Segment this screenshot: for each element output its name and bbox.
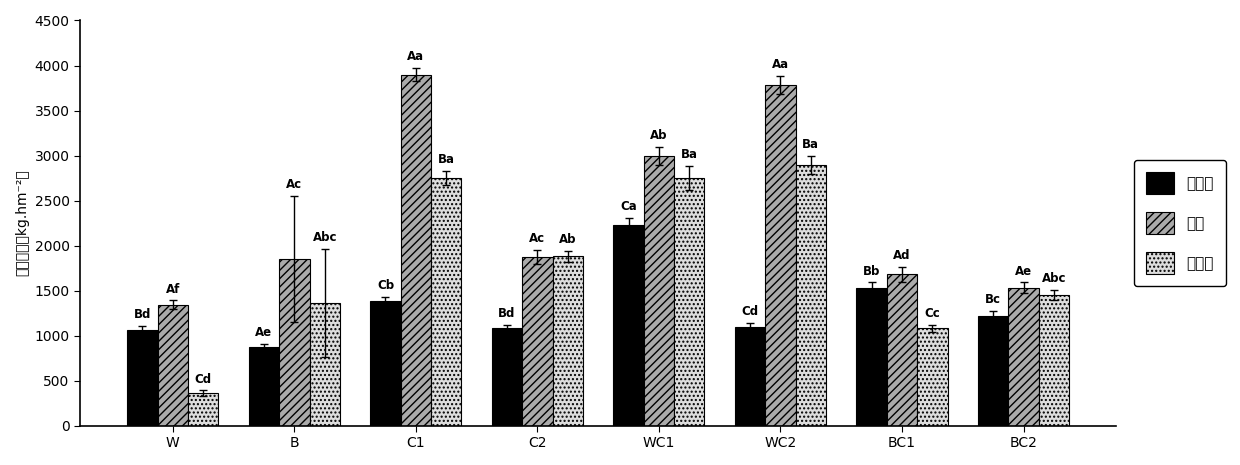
Bar — [157, 305, 188, 425]
Bar — [887, 274, 918, 425]
Text: Ab: Ab — [650, 129, 667, 141]
Bar — [279, 259, 310, 425]
Bar — [978, 316, 1008, 425]
Text: Bd: Bd — [498, 307, 516, 320]
Bar — [553, 256, 583, 425]
Text: Ba: Ba — [681, 148, 698, 161]
Text: Ba: Ba — [802, 138, 820, 151]
Text: Abc: Abc — [312, 231, 337, 244]
Text: Ba: Ba — [438, 153, 455, 166]
Bar — [644, 155, 675, 425]
Bar — [310, 303, 340, 425]
Text: Bb: Bb — [863, 265, 880, 278]
Bar — [249, 347, 279, 425]
Bar — [432, 178, 461, 425]
Text: Cc: Cc — [925, 307, 940, 320]
Bar — [765, 85, 796, 425]
Text: Af: Af — [166, 283, 180, 295]
Text: Ac: Ac — [286, 178, 303, 191]
Bar — [522, 257, 553, 425]
Bar — [675, 178, 704, 425]
Bar — [735, 326, 765, 425]
Text: Aa: Aa — [771, 59, 789, 71]
Text: Ab: Ab — [559, 233, 577, 246]
Text: Ae: Ae — [255, 326, 273, 339]
Bar — [188, 393, 218, 425]
Y-axis label: 干草产量（kg.hm⁻²）: 干草产量（kg.hm⁻²） — [15, 170, 29, 276]
Text: Ae: Ae — [1016, 265, 1032, 278]
Bar — [1008, 288, 1039, 425]
Bar — [796, 165, 826, 425]
Bar — [371, 301, 401, 425]
Text: Ad: Ad — [893, 249, 910, 262]
Bar — [1039, 295, 1069, 425]
Bar — [614, 225, 644, 425]
Text: Abc: Abc — [1042, 272, 1066, 285]
Bar — [918, 328, 947, 425]
Text: Cb: Cb — [377, 279, 394, 292]
Text: Cd: Cd — [195, 372, 212, 385]
Bar — [401, 74, 432, 425]
Text: Ca: Ca — [620, 199, 637, 213]
Text: Aa: Aa — [407, 50, 424, 63]
Text: Ac: Ac — [529, 232, 546, 245]
Bar — [492, 328, 522, 425]
Bar — [857, 288, 887, 425]
Text: Cd: Cd — [742, 305, 759, 318]
Text: Bd: Bd — [134, 308, 151, 321]
Legend: 不施肥, 菌肥, 水溶肥: 不施肥, 菌肥, 水溶肥 — [1135, 160, 1226, 286]
Text: Bc: Bc — [985, 293, 1001, 306]
Bar — [128, 330, 157, 425]
